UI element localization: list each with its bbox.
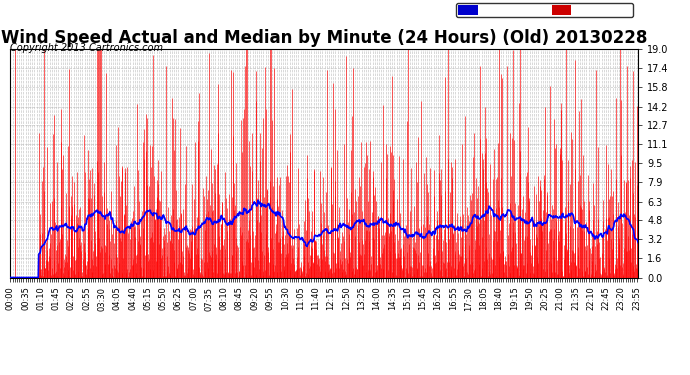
Legend: Median (mph), Wind (mph): Median (mph), Wind (mph) [456,3,633,18]
Title: Wind Speed Actual and Median by Minute (24 Hours) (Old) 20130228: Wind Speed Actual and Median by Minute (… [1,29,647,47]
Text: Copyright 2013 Cartronics.com: Copyright 2013 Cartronics.com [10,43,164,53]
